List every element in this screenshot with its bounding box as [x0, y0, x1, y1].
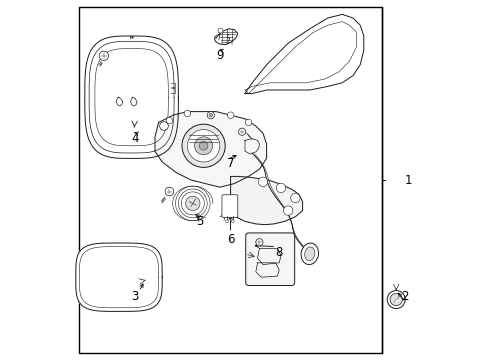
Text: 9: 9 — [216, 49, 223, 62]
Circle shape — [160, 122, 169, 130]
Circle shape — [209, 113, 213, 117]
Ellipse shape — [301, 243, 318, 265]
Circle shape — [165, 187, 174, 196]
Circle shape — [166, 117, 172, 124]
Text: 4: 4 — [131, 132, 139, 145]
Text: 5: 5 — [196, 215, 204, 228]
Circle shape — [227, 112, 234, 118]
Circle shape — [245, 119, 252, 126]
Text: 3: 3 — [131, 291, 139, 303]
Ellipse shape — [305, 247, 315, 261]
Circle shape — [225, 220, 228, 223]
Circle shape — [218, 28, 223, 33]
Text: 8: 8 — [275, 246, 283, 258]
Polygon shape — [76, 243, 162, 311]
Circle shape — [284, 206, 293, 215]
Circle shape — [199, 141, 208, 150]
Text: 2: 2 — [401, 291, 409, 303]
Circle shape — [182, 124, 225, 167]
Text: 6: 6 — [227, 233, 234, 246]
Circle shape — [291, 193, 300, 203]
Circle shape — [387, 291, 405, 309]
FancyBboxPatch shape — [245, 233, 294, 285]
Circle shape — [258, 177, 268, 186]
Circle shape — [231, 220, 234, 223]
FancyBboxPatch shape — [222, 195, 238, 217]
Circle shape — [276, 183, 286, 193]
Circle shape — [184, 110, 191, 117]
Circle shape — [256, 239, 263, 246]
Circle shape — [187, 130, 220, 162]
Circle shape — [207, 112, 215, 119]
Polygon shape — [231, 176, 303, 225]
Bar — [79, 7, 382, 353]
Circle shape — [390, 293, 402, 306]
Circle shape — [239, 128, 245, 135]
Text: 1: 1 — [405, 174, 413, 186]
Text: 7: 7 — [227, 157, 234, 170]
Circle shape — [99, 51, 109, 60]
Circle shape — [186, 196, 200, 211]
Polygon shape — [155, 112, 267, 187]
Circle shape — [195, 137, 213, 155]
